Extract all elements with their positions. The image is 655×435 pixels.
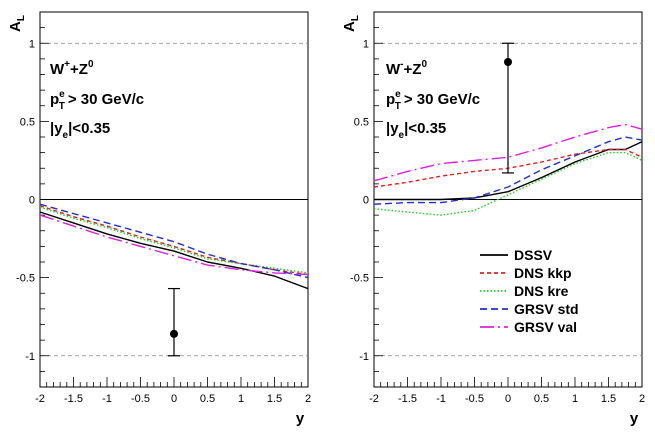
- pt-cut-label: pe T > 30 GeV/c: [50, 89, 144, 112]
- x-tick-label: -1: [436, 393, 446, 405]
- series-line-dns-kre: [373, 151, 643, 216]
- y-tick-label: -0.5: [16, 273, 35, 285]
- legend-label-grsv-val: GRSV val: [514, 319, 577, 335]
- process-main: W: [386, 61, 401, 78]
- process-rest: +Z: [404, 61, 422, 78]
- y-tick-label: 0.5: [20, 116, 35, 128]
- x-tick-label: 0: [505, 393, 511, 405]
- x-tick-label: -2: [35, 393, 45, 405]
- y-axis-title-sub: L: [16, 15, 27, 21]
- y-axis-title-sub: L: [350, 15, 361, 21]
- process-sup2: 0: [421, 59, 427, 70]
- rap-sub: e: [63, 130, 69, 141]
- series-line-dns-kre: [39, 206, 309, 274]
- pt-sub: T: [395, 101, 401, 112]
- legend-label-dssv: DSSV: [514, 247, 553, 263]
- rap-rest: |<0.35: [404, 120, 446, 137]
- y-tick-label: -0.5: [350, 273, 369, 285]
- data-point: [170, 329, 178, 338]
- x-tick-label: 1.5: [267, 393, 282, 405]
- process-sup: -: [400, 59, 403, 70]
- series-line-grsv-val: [39, 214, 309, 276]
- x-tick-label: 0.5: [200, 393, 215, 405]
- y-tick-label: 0.5: [354, 116, 369, 128]
- x-axis-title: y: [296, 410, 305, 427]
- x-tick-label: -0.5: [131, 393, 150, 405]
- process-label: W++Z0: [50, 59, 94, 78]
- legend-label-dns-kre: DNS kre: [514, 283, 569, 299]
- y-tick-label: 1: [29, 38, 35, 50]
- pt-rest: > 30 GeV/c: [404, 91, 480, 108]
- x-tick-label: -1: [102, 393, 112, 405]
- y-axis-title: AL: [7, 15, 27, 32]
- process-sup2: 0: [88, 59, 94, 70]
- y-axis-title-main: A: [7, 21, 24, 32]
- x-tick-label: -2: [369, 393, 379, 405]
- process-rest: +Z: [70, 61, 88, 78]
- y-tick-label: -1: [359, 351, 369, 363]
- x-tick-label: 0: [171, 393, 177, 405]
- y-axis-title-main: A: [341, 21, 358, 32]
- legend-label-dns-kkp: DNS kkp: [514, 265, 572, 281]
- x-tick-label: 1: [238, 393, 244, 405]
- series-line-dns-kkp: [373, 148, 643, 188]
- y-tick-label: 1: [363, 38, 369, 50]
- legend: DSSV DNS kkp DNS kre GRSV std GRSV val: [480, 247, 579, 335]
- pt-sup: e: [395, 89, 401, 100]
- rapidity-cut-label: |ye|<0.35: [386, 120, 446, 141]
- pt-sup: e: [59, 89, 65, 100]
- series-line-dssv: [39, 211, 309, 290]
- rap-rest: |<0.35: [68, 120, 110, 137]
- y-tick-label: 0: [29, 195, 35, 207]
- process-label: W-+Z0: [386, 59, 427, 78]
- process-main: W: [50, 61, 65, 78]
- pt-p: p: [50, 91, 59, 108]
- pt-sub: T: [59, 101, 65, 112]
- legend-label-grsv-std: GRSV std: [514, 301, 579, 317]
- y-tick-label: -1: [25, 351, 35, 363]
- series-line-grsv-val: [373, 123, 643, 182]
- x-tick-label: 1: [572, 393, 578, 405]
- right-panel: -1-0.500.51-2 -1.5 -1 -0.5 0 0.5 1 1.5 2ALyW-+Z0…: [341, 11, 645, 427]
- data-point: [504, 58, 512, 66]
- x-tick-label: 0.5: [534, 393, 549, 405]
- x-tick-label: -0.5: [465, 393, 484, 405]
- x-tick-label: 1.5: [601, 393, 616, 405]
- rap-bar: |y: [50, 120, 63, 137]
- x-tick-label: 2: [639, 393, 645, 405]
- series-line-dns-kkp: [39, 205, 309, 276]
- y-tick-label: 0: [363, 195, 369, 207]
- y-axis-title: AL: [341, 15, 361, 32]
- x-tick-label: 2: [305, 393, 311, 405]
- rapidity-cut-label: |ye|<0.35: [50, 120, 110, 141]
- process-sup: +: [64, 59, 70, 70]
- series-line-grsv-std: [373, 136, 643, 205]
- rap-sub: e: [399, 130, 405, 141]
- left-panel: -1-0.500.51-2 -1.5 -1 -0.5 0 0.5 1 1.5 2ALyW++Z0…: [7, 11, 311, 427]
- x-axis-title: y: [630, 410, 639, 427]
- rap-bar: |y: [386, 120, 399, 137]
- x-tick-label: -1.5: [398, 393, 417, 405]
- pt-p: p: [386, 91, 395, 108]
- pt-cut-label: pe T > 30 GeV/c: [386, 89, 480, 112]
- x-tick-label: -1.5: [64, 393, 83, 405]
- pt-rest: > 30 GeV/c: [68, 91, 144, 108]
- series-line-grsv-std: [39, 203, 309, 279]
